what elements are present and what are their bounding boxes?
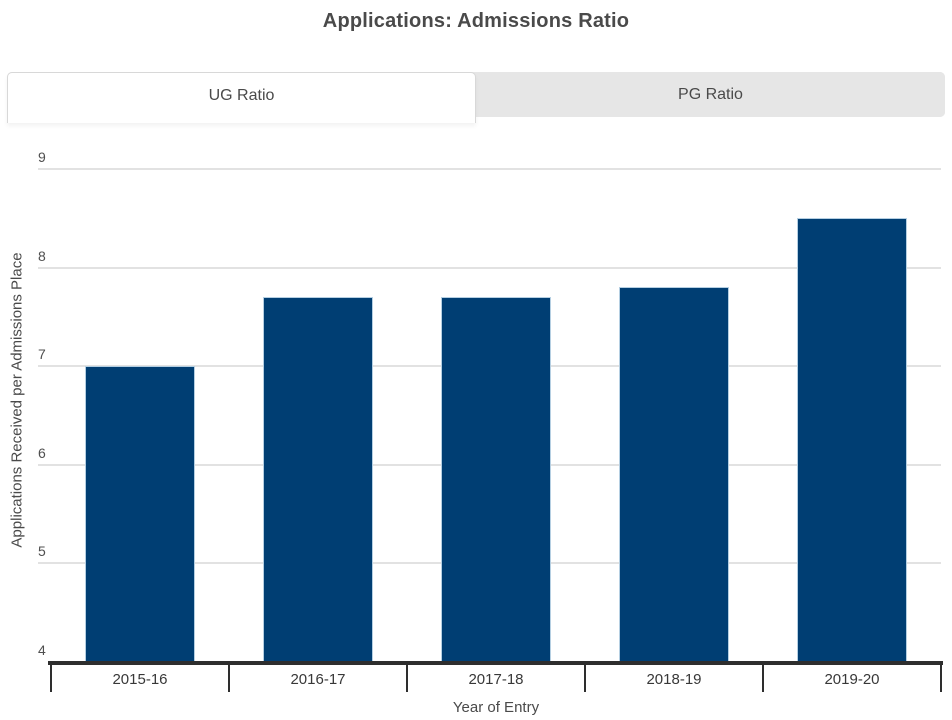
page-title: Applications: Admissions Ratio bbox=[322, 10, 630, 32]
x-tick bbox=[584, 663, 586, 692]
gridline bbox=[38, 168, 941, 170]
x-axis-title: Year of Entry bbox=[452, 699, 540, 716]
tab-strip: UG Ratio PG Ratio bbox=[7, 72, 945, 123]
x-tick bbox=[50, 663, 52, 692]
bar[interactable] bbox=[263, 297, 373, 662]
x-tick bbox=[762, 663, 764, 692]
x-category-label: 2018-19 bbox=[646, 671, 702, 688]
x-axis-line bbox=[48, 661, 943, 665]
y-tick-label: 4 bbox=[38, 642, 46, 658]
bar[interactable] bbox=[85, 366, 195, 662]
gridline bbox=[38, 266, 941, 269]
x-category-label: 2016-17 bbox=[290, 671, 346, 688]
y-tick-label: 6 bbox=[38, 444, 46, 461]
x-tick bbox=[406, 663, 408, 692]
x-category-label: 2019-20 bbox=[824, 671, 880, 688]
tab-ug-ratio-label: UG Ratio bbox=[208, 87, 275, 104]
bar[interactable] bbox=[619, 287, 729, 662]
tab-pg-ratio[interactable]: PG Ratio bbox=[476, 72, 945, 117]
y-tick-label: 9 bbox=[38, 149, 46, 165]
x-tick bbox=[228, 663, 230, 692]
y-tick-label: 7 bbox=[38, 346, 46, 363]
bar[interactable] bbox=[441, 297, 551, 662]
y-tick-label: 5 bbox=[38, 543, 46, 560]
x-category-label: 2017-18 bbox=[468, 671, 524, 688]
tab-ug-ratio[interactable]: UG Ratio bbox=[7, 72, 476, 123]
y-axis-title: Applications Received per Admissions Pla… bbox=[8, 252, 26, 548]
x-tick bbox=[940, 663, 942, 692]
y-tick-label: 8 bbox=[38, 247, 46, 264]
x-category-label: 2015-16 bbox=[112, 671, 168, 688]
bar[interactable] bbox=[797, 218, 907, 662]
tab-pg-ratio-label: PG Ratio bbox=[678, 86, 743, 103]
